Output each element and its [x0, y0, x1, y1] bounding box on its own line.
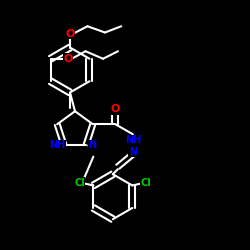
Text: O: O [63, 54, 73, 64]
Text: Cl: Cl [74, 178, 85, 188]
Text: NH: NH [125, 136, 141, 145]
Text: O: O [65, 29, 75, 39]
Text: O: O [111, 104, 120, 114]
Text: Cl: Cl [141, 178, 152, 188]
Text: N: N [88, 140, 96, 150]
Text: N: N [129, 147, 137, 157]
Text: NH: NH [50, 140, 66, 150]
